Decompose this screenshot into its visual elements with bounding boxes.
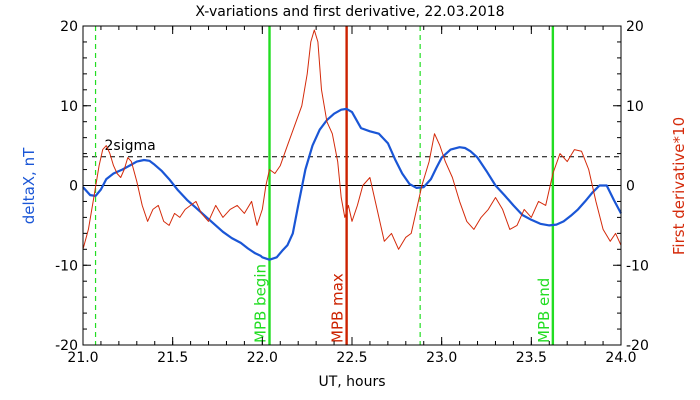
y-axis-label-left: deltaX, nT <box>20 147 38 224</box>
series-line-deltax <box>82 107 622 261</box>
sigma-label: 2sigma <box>105 138 156 154</box>
y-tick-label-left: 0 <box>69 179 78 195</box>
x-tick-label: 24.0 <box>605 350 636 366</box>
x-axis-label: UT, hours <box>318 374 385 390</box>
x-tick-label: 23.5 <box>516 350 547 366</box>
x-tick-label: 22.0 <box>247 350 278 366</box>
x-tick-label: 21.5 <box>157 350 188 366</box>
mpb-max-label: MPB max <box>329 273 347 343</box>
x-tick-label: 23.0 <box>426 350 457 366</box>
y-tick-label-right: 10 <box>626 99 644 115</box>
x-tick-label: 21.0 <box>67 350 98 366</box>
y-tick-label-right: 0 <box>626 179 635 195</box>
series-line-derivative <box>82 29 622 250</box>
x-tick-label: 22.5 <box>336 350 367 366</box>
y-axis-label-right: First derivative*10 <box>670 117 688 255</box>
y-tick-label-right: -10 <box>626 258 649 274</box>
mpb-begin-label: MPB begin <box>252 264 270 343</box>
y-tick-label-right: 20 <box>626 19 644 35</box>
y-tick-label-left: -10 <box>55 258 78 274</box>
mpb-end-label: MPB end <box>535 278 553 343</box>
chart-title: X-variations and first derivative, 22.03… <box>195 4 504 20</box>
y-tick-label-right: -20 <box>626 338 649 354</box>
y-tick-label-left: 20 <box>60 19 78 35</box>
y-tick-label-left: -20 <box>55 338 78 354</box>
y-tick-label-left: 10 <box>60 99 78 115</box>
